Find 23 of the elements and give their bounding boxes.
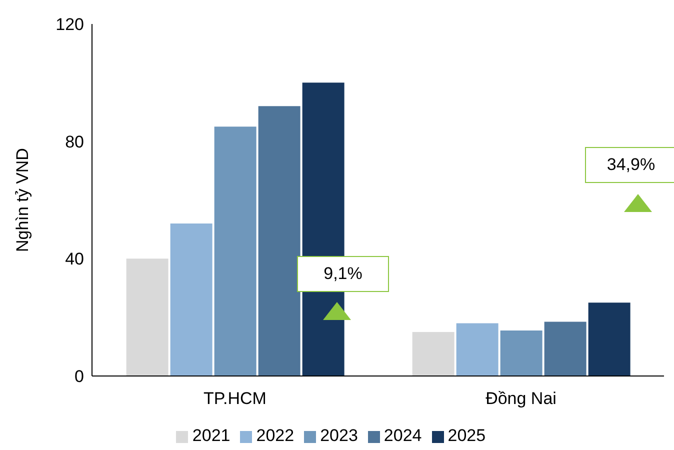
bar [170,223,212,376]
x-tick-label: Đồng Nai [486,389,556,408]
bar [500,330,542,376]
legend-label: 2025 [448,426,486,445]
y-axis-title: Nghìn tỷ VND [13,148,32,252]
legend-label: 2021 [192,426,230,445]
legend-label: 2023 [320,426,358,445]
x-tick-label: TP.HCM [204,389,266,408]
annotation: 9,1% [324,264,362,284]
bar [456,323,498,376]
annotation: 34,9% [606,155,656,175]
bar [126,258,168,376]
bar [544,322,586,376]
y-tick-label: 80 [65,132,84,152]
y-tick-label: 0 [74,367,84,386]
legend-label: 2022 [256,426,294,445]
legend-label: 2024 [384,426,422,445]
bar [258,106,300,376]
bar [588,302,630,376]
bar [412,332,454,376]
bar [214,126,256,376]
y-tick-label: 40 [65,250,84,269]
y-tick-label: 120 [56,15,84,34]
